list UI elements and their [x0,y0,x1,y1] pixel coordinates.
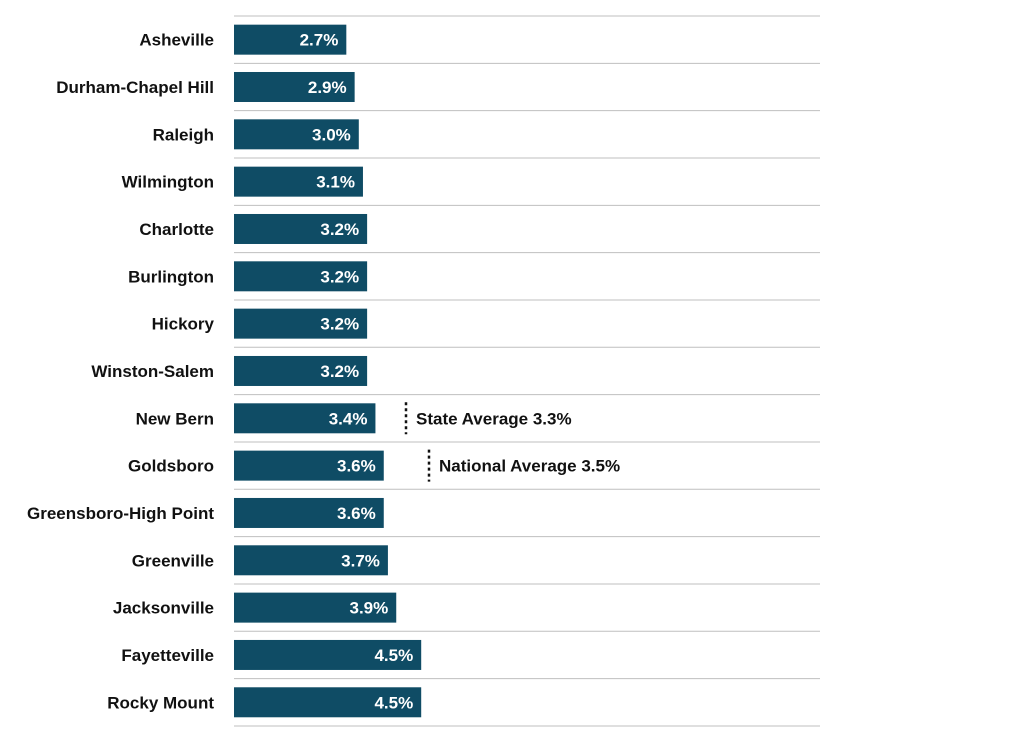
value-label: 3.2% [320,362,359,381]
value-label: 3.7% [341,551,380,570]
category-label: Asheville [139,31,214,50]
value-label: 3.2% [320,220,359,239]
category-label: Charlotte [139,220,214,239]
bar [234,687,422,718]
value-label: 3.6% [337,457,376,476]
category-label: Fayetteville [121,646,214,665]
bar [234,639,422,670]
value-label: 2.7% [300,31,339,50]
bar [234,166,363,197]
category-label: Greenville [132,551,214,570]
bar [234,545,388,576]
reference-label: State Average 3.3% [416,409,572,428]
value-label: 3.2% [320,315,359,334]
bar [234,71,355,102]
bar [234,24,347,55]
category-label: Rocky Mount [107,693,214,712]
category-label: Goldsboro [128,457,214,476]
category-label: Durham-Chapel Hill [56,78,214,97]
value-label: 4.5% [374,646,413,665]
bar [234,450,384,481]
bar [234,403,376,434]
category-label: Wilmington [122,173,214,192]
value-label: 2.9% [308,78,347,97]
value-label: 3.6% [337,504,376,523]
category-label: Raleigh [153,125,214,144]
bar [234,355,368,386]
bar [234,592,397,623]
bar [234,119,359,150]
bar [234,497,384,528]
value-label: 3.9% [349,599,388,618]
value-label: 3.4% [329,409,368,428]
category-label: Winston-Salem [91,362,214,381]
value-label: 3.2% [320,267,359,286]
reference-label: National Average 3.5% [439,457,620,476]
category-label: Greensboro-High Point [27,504,214,523]
category-label: Burlington [128,267,214,286]
bar [234,261,368,292]
category-label: New Bern [136,409,214,428]
category-label: Jacksonville [113,599,214,618]
value-label: 3.1% [316,173,355,192]
value-label: 3.0% [312,125,351,144]
bar [234,213,368,244]
bar [234,308,368,339]
category-label: Hickory [152,315,215,334]
value-label: 4.5% [374,693,413,712]
